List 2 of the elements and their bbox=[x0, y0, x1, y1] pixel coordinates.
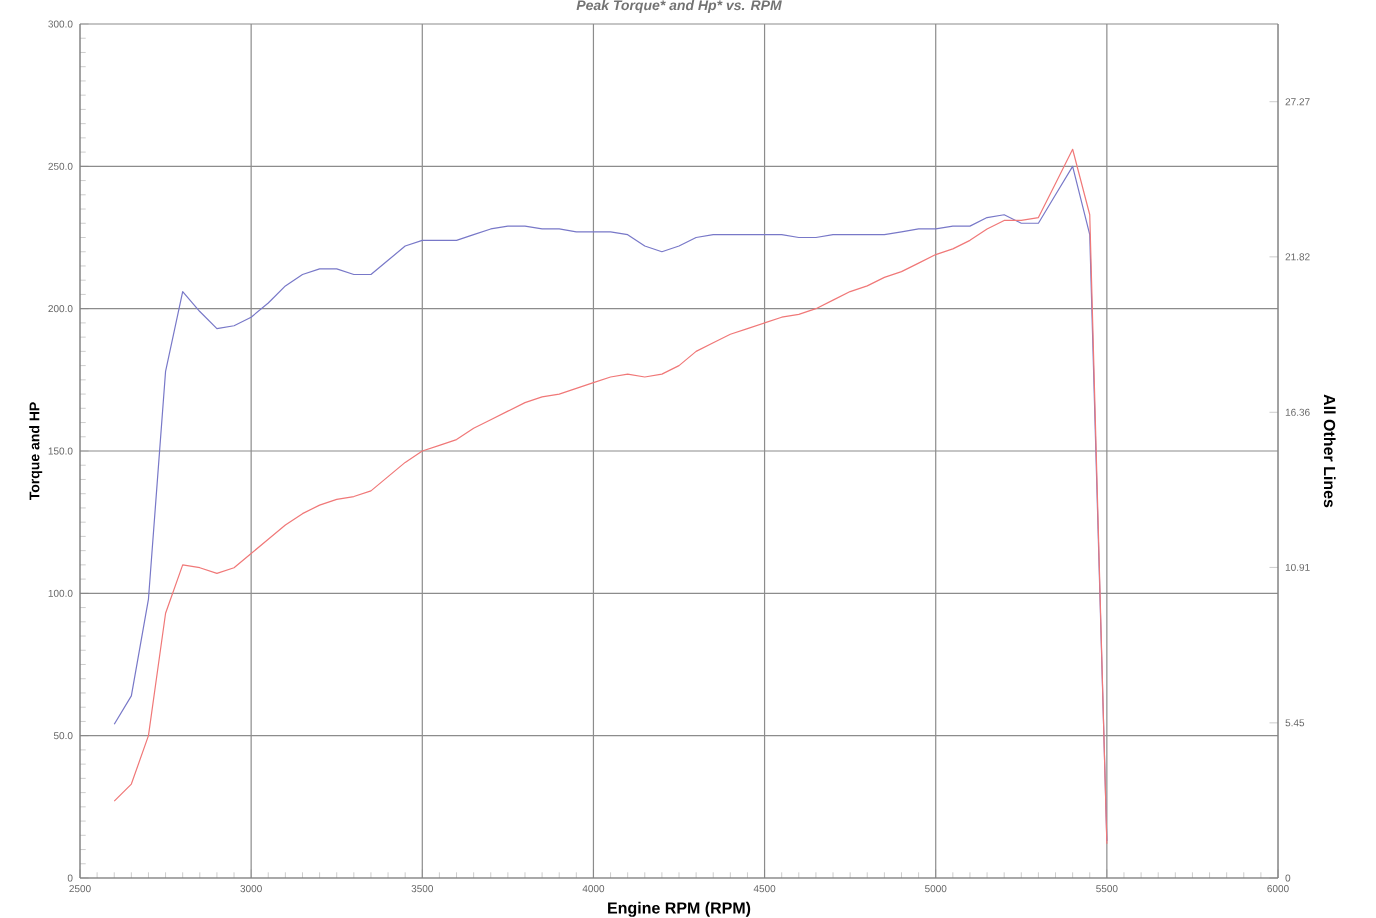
x-axis-title: Engine RPM (RPM) bbox=[608, 901, 751, 917]
y2-axis-title: All Other Lines bbox=[1323, 394, 1336, 508]
